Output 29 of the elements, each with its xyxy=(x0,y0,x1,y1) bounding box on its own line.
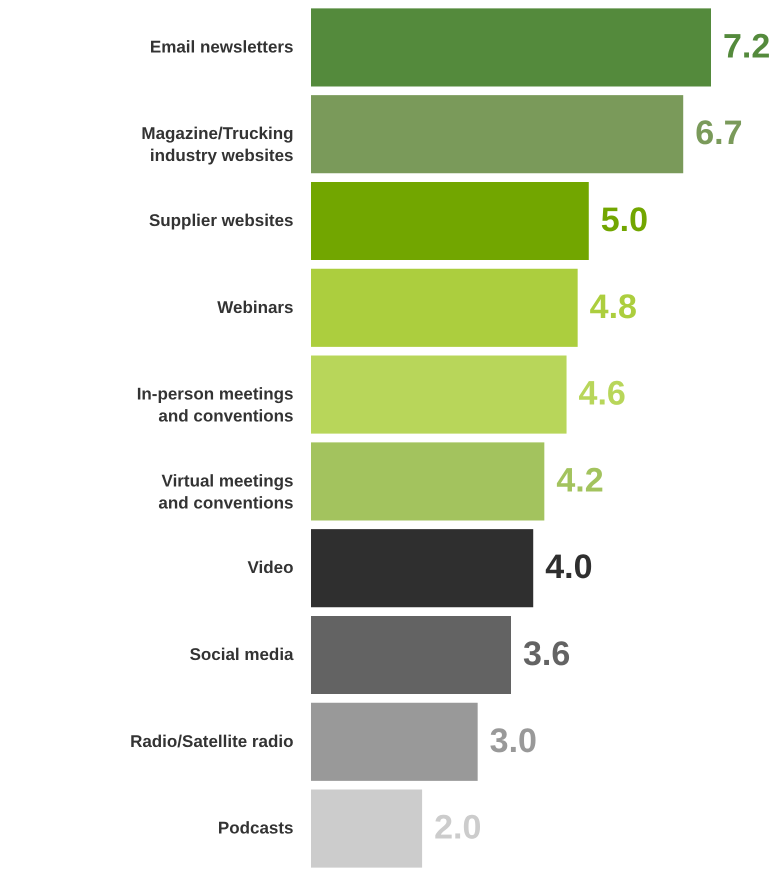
y-tick-label: Email newsletters xyxy=(150,37,294,56)
bar xyxy=(311,356,567,434)
data-label: 7.2 xyxy=(723,27,770,66)
y-tick-label: Magazine/Trucking industry websites xyxy=(141,124,294,166)
bar xyxy=(311,268,578,347)
bar xyxy=(311,95,684,174)
data-label: 6.7 xyxy=(695,114,742,152)
data-label: 3.0 xyxy=(490,722,537,760)
y-tick-label: Webinars xyxy=(217,298,294,317)
y-tick-label: Video xyxy=(248,558,294,578)
data-label: 4.8 xyxy=(590,288,637,326)
bar xyxy=(311,442,544,520)
bar xyxy=(311,702,478,781)
data-label: 5.0 xyxy=(600,201,648,239)
y-tick-label: Virtual meetings and conventions xyxy=(158,471,294,512)
bar xyxy=(311,182,589,260)
data-label: 4.2 xyxy=(556,461,604,500)
y-tick-label: In-person meetings and conventions xyxy=(136,384,294,426)
y-tick-label: Supplier websites xyxy=(148,211,294,230)
data-label: 4.6 xyxy=(578,374,626,413)
y-tick-label: Podcasts xyxy=(218,818,294,838)
y-tick-label: Radio/Satellite radio xyxy=(130,732,294,751)
bar xyxy=(311,8,711,86)
bar xyxy=(311,529,534,608)
data-label: 4.0 xyxy=(545,548,592,586)
data-label: 3.6 xyxy=(523,635,570,673)
bar xyxy=(311,616,511,694)
y-tick-label: Social media xyxy=(190,645,294,664)
bar xyxy=(311,790,422,868)
